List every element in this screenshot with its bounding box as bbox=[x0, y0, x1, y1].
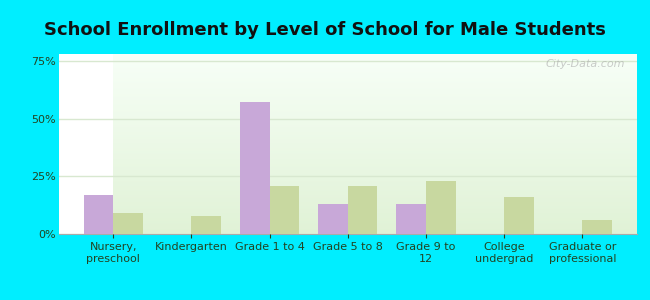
Bar bbox=[504, 197, 534, 234]
Text: City-Data.com: City-Data.com bbox=[546, 59, 625, 69]
Bar bbox=[348, 185, 378, 234]
Bar bbox=[83, 195, 113, 234]
Text: School Enrollment by Level of School for Male Students: School Enrollment by Level of School for… bbox=[44, 21, 606, 39]
Bar bbox=[270, 185, 299, 234]
Bar bbox=[396, 204, 426, 234]
Bar bbox=[426, 181, 456, 234]
Bar bbox=[240, 103, 270, 234]
Bar bbox=[318, 204, 348, 234]
Bar bbox=[582, 220, 612, 234]
Bar bbox=[191, 215, 221, 234]
Bar bbox=[113, 213, 143, 234]
